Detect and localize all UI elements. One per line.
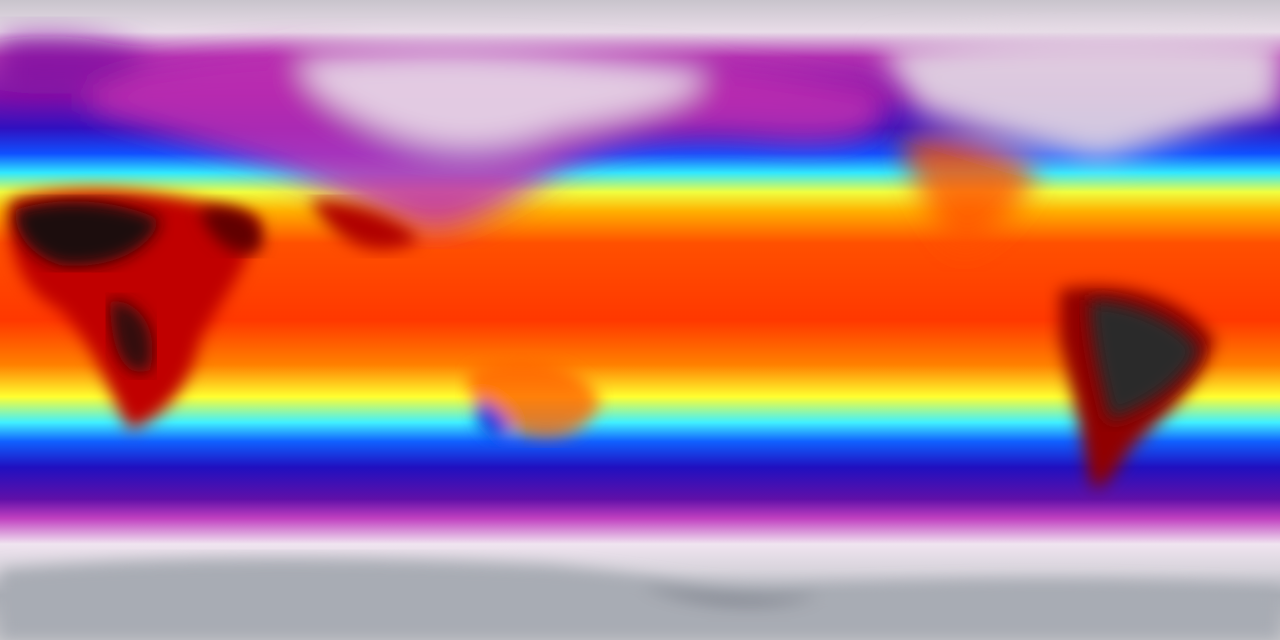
north-america-landmass (880, 33, 1280, 250)
africa-landmass (9, 189, 261, 430)
arabia-india-landmass (200, 200, 420, 254)
australia-landmass (468, 360, 600, 440)
eurasia-landmass (0, 36, 885, 230)
south-america-landmass (1060, 286, 1215, 489)
antarctica-ice-sheet (0, 558, 1280, 640)
